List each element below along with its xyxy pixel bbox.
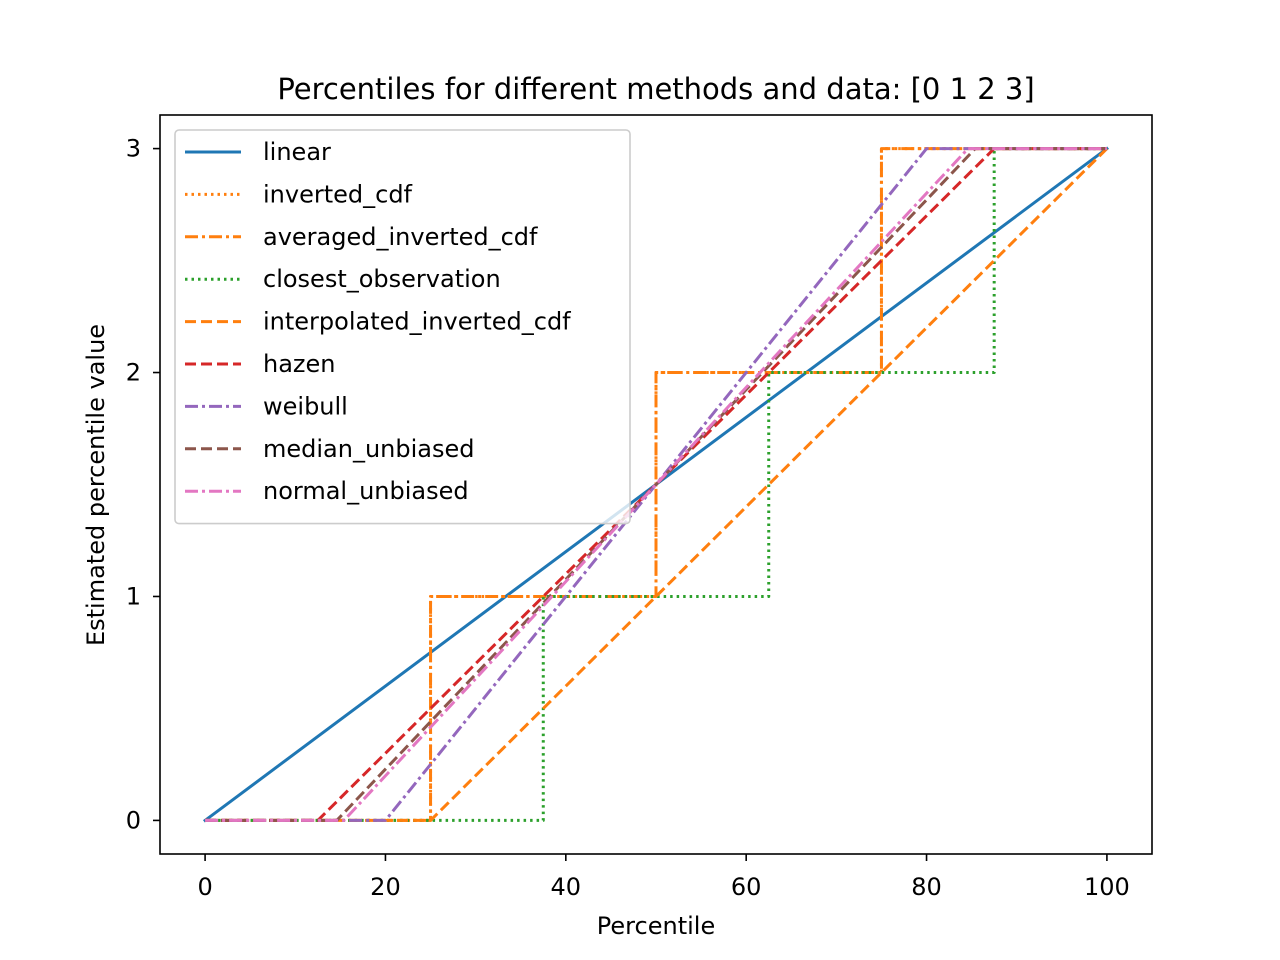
x-tick-label: 60 [731, 873, 762, 901]
x-tick-label: 100 [1084, 873, 1130, 901]
legend-label-median-unbiased: median_unbiased [263, 435, 475, 463]
legend-label-averaged-inverted-cdf: averaged_inverted_cdf [263, 223, 538, 251]
y-tick-label: 2 [126, 359, 141, 387]
series-line-closest-observation [205, 147, 1107, 822]
legend: linear inverted_cdf averaged_inverted_cdfc… [174, 129, 631, 525]
x-axis-label: Percentile [597, 912, 715, 940]
legend-label-closest-observation: closest_observation [263, 265, 501, 293]
legend-label-linear: linear [263, 138, 331, 166]
legend-box [174, 129, 631, 525]
x-tick-label: 80 [911, 873, 942, 901]
plot-area [202, 146, 1110, 823]
y-axis-label: Estimated percentile value [82, 324, 110, 646]
x-tick-label: 20 [370, 873, 401, 901]
legend-label-interpolated-inverted-cdf: interpolated_inverted_cdf [263, 308, 571, 336]
axis-ticks: 0 20 40 60 80 100 0 1 2 3 [126, 135, 1130, 901]
axes-frame [159, 114, 1153, 855]
x-tick-label: 0 [197, 873, 212, 901]
y-tick-label: 0 [126, 806, 141, 834]
chart-title: Percentiles for different methods and da… [277, 72, 1034, 106]
legend-label-hazen: hazen [263, 350, 336, 378]
legend-label-inverted-cdf: inverted_cdf [263, 180, 413, 208]
y-tick-label: 3 [126, 135, 141, 163]
x-tick-label: 40 [551, 873, 582, 901]
y-tick-label: 1 [126, 582, 141, 610]
legend-label-weibull: weibull [263, 392, 348, 420]
legend-label-normal-unbiased: normal_unbiased [263, 477, 469, 505]
series-line-interpolated-inverted-cdf [205, 147, 1108, 822]
